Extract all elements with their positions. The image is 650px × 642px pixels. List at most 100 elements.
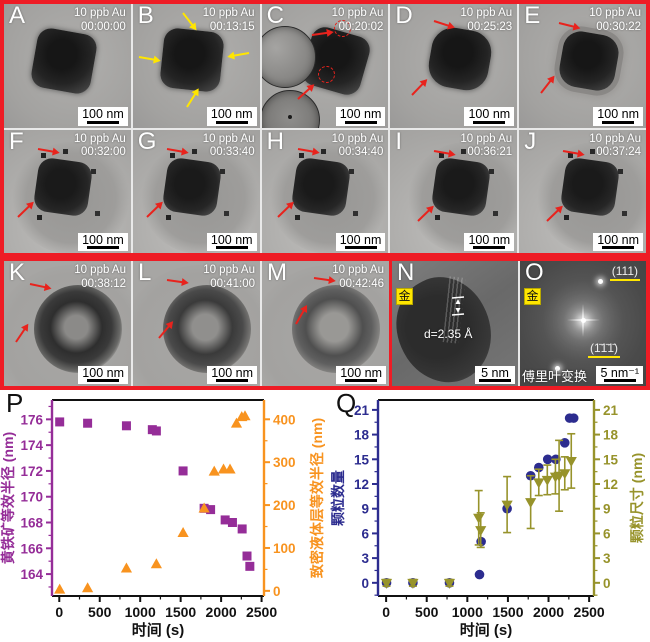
gold-nanoparticles bbox=[133, 130, 136, 133]
yellow-arrow-icon bbox=[182, 12, 194, 27]
condition-timestamp: 10 ppb Au 00:34:40 bbox=[332, 133, 384, 160]
plane-minus111-label: (1̄1̄1̄) bbox=[587, 341, 620, 358]
tem-panel-k: K 10 ppb Au 00:38:12 100 nm bbox=[4, 261, 131, 386]
x-tick-label: 0 bbox=[55, 604, 63, 620]
scale-bar: 100 nm bbox=[593, 232, 643, 251]
data-point-marker bbox=[559, 438, 570, 448]
data-point-marker bbox=[83, 418, 93, 428]
red-arrow-icon bbox=[540, 79, 552, 94]
condition-label: 10 ppb Au bbox=[460, 7, 513, 19]
panel-letter: O bbox=[525, 261, 544, 286]
scale-bar: 100 nm bbox=[335, 107, 386, 126]
left-axis-title: 黄铁矿等效半径 (nm) bbox=[0, 432, 16, 564]
scale-label: 100 nm bbox=[211, 365, 253, 380]
condition-timestamp: 10 ppb Au 00:00:00 bbox=[74, 7, 126, 34]
y-tick-label: 21 bbox=[354, 403, 370, 418]
y-tick-label: 9 bbox=[361, 502, 369, 517]
y-tick-label: 176 bbox=[20, 412, 43, 427]
data-point-marker bbox=[380, 578, 393, 589]
tem-panel-b: B 10 ppb Au 00:13:15 100 nm bbox=[132, 4, 260, 128]
condition-timestamp: 10 ppb Au 00:36:21 bbox=[460, 133, 512, 160]
red-arrow-icon bbox=[411, 82, 425, 96]
charts-row: P 0 500 1000 1500 2000 2500 时间 (s) 164 166 168 170… bbox=[0, 388, 650, 642]
pyrite-particle bbox=[559, 156, 621, 217]
condition-timestamp: 10 ppb Au 00:42:46 bbox=[332, 264, 384, 291]
data-point-marker bbox=[230, 417, 243, 428]
tem-panel-l: L 10 ppb Au 00:41:00 100 nm bbox=[133, 261, 260, 386]
condition-label: 10 ppb Au bbox=[73, 7, 126, 19]
dissolving-particle bbox=[34, 285, 122, 373]
timestamp: 00:13:15 bbox=[209, 20, 255, 33]
panel-letter: M bbox=[267, 261, 287, 286]
condition-timestamp: 10 ppb Au 00:20:02 bbox=[332, 7, 384, 34]
y-tick-label: 12 bbox=[354, 477, 369, 492]
dissolving-particle bbox=[292, 285, 380, 373]
x-tick-label: 500 bbox=[415, 604, 439, 620]
scale-label: 100 nm bbox=[210, 107, 253, 122]
magnified-inset-circle bbox=[261, 90, 320, 128]
x-axis-title: 时间 (s) bbox=[132, 621, 185, 639]
scale-bar: 100 nm bbox=[335, 232, 386, 251]
y-tick-label: 3 bbox=[361, 551, 369, 566]
scale-bar-line bbox=[473, 246, 506, 249]
tem-panel-j: J 10 ppb Au 00:37:24 100 nm bbox=[519, 129, 646, 253]
x-tick-label: 1500 bbox=[165, 604, 196, 620]
data-point-marker bbox=[55, 417, 65, 427]
dashed-circle-marker bbox=[333, 20, 351, 37]
gold-nanoparticles bbox=[262, 130, 265, 133]
red-arrow-icon bbox=[558, 22, 575, 28]
fourier-transform-caption: 傅里叶变换 bbox=[522, 369, 588, 384]
y-tick-label: 300 bbox=[273, 455, 296, 470]
gold-badge: 金 bbox=[396, 288, 413, 305]
y-tick-label: 12 bbox=[603, 477, 618, 492]
x-tick-label: 2000 bbox=[533, 604, 564, 620]
x-tick-label: 2000 bbox=[206, 604, 237, 620]
scale-bar-line bbox=[87, 379, 120, 382]
hrtem-panel-n: d=2.35 Å N 金 5 nm bbox=[392, 261, 518, 386]
data-point-marker bbox=[224, 463, 236, 474]
y-tick-label: 15 bbox=[354, 452, 370, 467]
condition-label: 10 ppb Au bbox=[589, 7, 641, 19]
data-point-marker bbox=[120, 562, 133, 573]
scale-bar-line bbox=[479, 379, 511, 382]
scale-label: 100 nm bbox=[468, 232, 511, 247]
scale-label: 100 nm bbox=[468, 107, 511, 122]
scale-bar: 5 nm⁻¹ bbox=[596, 365, 643, 384]
condition-timestamp: 10 ppb Au 00:38:12 bbox=[74, 264, 126, 291]
pyrite-particle bbox=[290, 156, 352, 217]
panel-letter: E bbox=[524, 4, 541, 29]
tem-block-k-o: K 10 ppb Au 00:38:12 100 nm L 10 ppb Au bbox=[0, 257, 650, 390]
chart-p-container: P 0 500 1000 1500 2000 2500 时间 (s) 164 166 168 170… bbox=[0, 388, 330, 642]
y-tick-label: 6 bbox=[603, 526, 611, 541]
y-tick-label: 21 bbox=[603, 403, 619, 418]
panel-letter: F bbox=[9, 129, 24, 155]
data-point-marker bbox=[177, 526, 189, 537]
panel-letter: Q bbox=[336, 388, 357, 418]
pyrite-particle bbox=[158, 27, 225, 93]
data-point-marker bbox=[473, 513, 485, 524]
x-tick-label: 1000 bbox=[125, 604, 156, 620]
data-point-marker bbox=[565, 456, 577, 467]
tem-block-a-j: A 10 ppb Au 00:00:00 100 nm B 10 ppb Au … bbox=[0, 0, 650, 257]
panel-letter: N bbox=[397, 261, 415, 286]
panel-letter: C bbox=[266, 4, 284, 29]
timestamp: 00:37:24 bbox=[596, 146, 641, 159]
x-tick-label: 1500 bbox=[492, 604, 523, 620]
data-point-marker bbox=[533, 478, 545, 489]
timestamp: 00:42:46 bbox=[339, 277, 384, 290]
tem-panel-c: C 10 ppb Au 00:20:02 100 nm bbox=[261, 4, 389, 128]
scale-label: 100 nm bbox=[210, 232, 253, 247]
timestamp: 00:25:23 bbox=[467, 20, 513, 33]
y-tick-label: 400 bbox=[273, 412, 296, 427]
scale-bar: 100 nm bbox=[78, 107, 128, 126]
chart-q-canvas: 0 500 1000 1500 2000 2500 时间 (s) 0 3 6 9 12 15 18 21 颗粒… bbox=[330, 399, 645, 639]
scale-bar: 100 nm bbox=[464, 107, 515, 126]
pyrite-particle bbox=[29, 26, 99, 96]
d-spacing-label: d=2.35 Å bbox=[424, 327, 473, 341]
gold-badge: 金 bbox=[524, 288, 541, 305]
y-tick-label: 172 bbox=[20, 464, 43, 479]
tem-panel-d: D 10 ppb Au 00:25:23 100 nm bbox=[390, 4, 518, 128]
timestamp: 00:30:22 bbox=[596, 20, 641, 33]
condition-timestamp: 10 ppb Au 00:41:00 bbox=[203, 264, 255, 291]
scale-bar-line bbox=[602, 246, 635, 249]
